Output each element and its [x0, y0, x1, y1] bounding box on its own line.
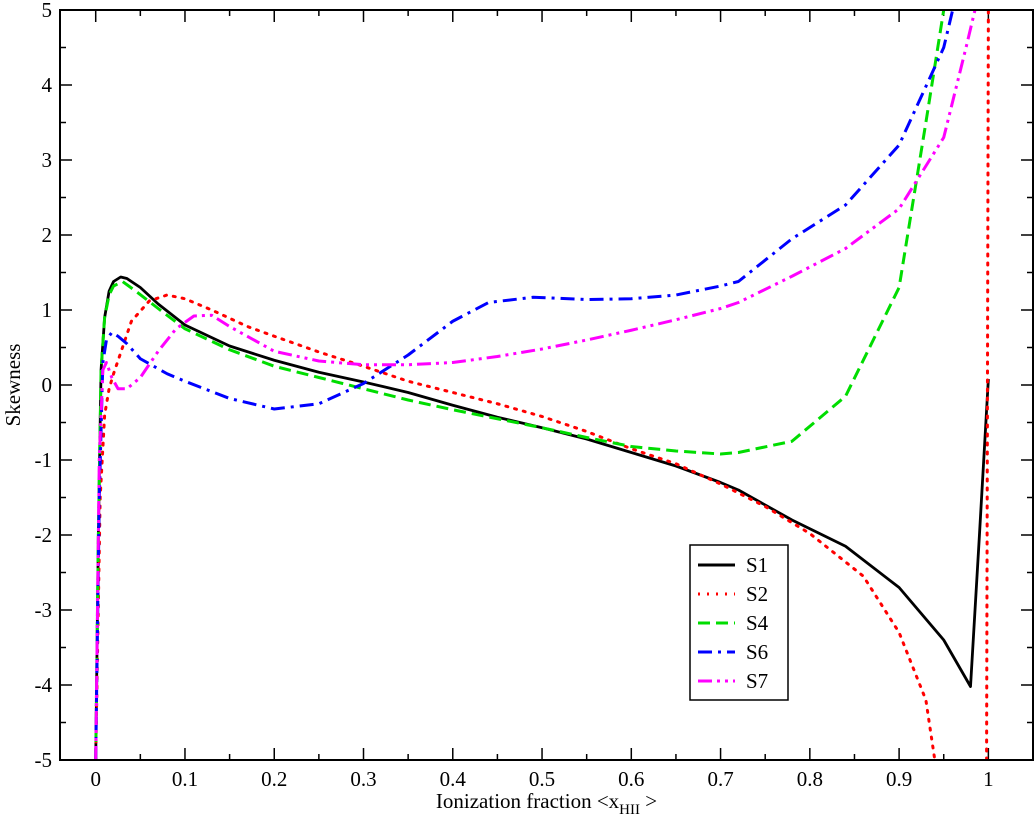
y-tick-label: -1 [35, 448, 53, 472]
legend-label-s7: S7 [746, 669, 768, 693]
x-tick-label: 0.1 [172, 767, 198, 791]
series-line-s2 [985, 10, 990, 760]
legend-label-s1: S1 [746, 553, 768, 577]
x-tick-label: 0.7 [707, 767, 733, 791]
x-tick-label: 0.4 [440, 767, 467, 791]
series-line-s4 [94, 10, 946, 760]
x-tick-label: 0.3 [350, 767, 376, 791]
series-line-s6 [94, 10, 955, 760]
x-axis-title: Ionization fraction <xHII > [436, 789, 657, 818]
x-tick-label: 0.2 [261, 767, 287, 791]
y-tick-label: -3 [35, 598, 53, 622]
x-tick-label: 1 [983, 767, 994, 791]
legend-box [689, 544, 789, 701]
y-tick-label: 3 [42, 148, 53, 172]
series-line-s1 [94, 275, 990, 760]
legend-label-s2: S2 [746, 582, 768, 606]
series-line-s2 [94, 293, 937, 760]
y-tick-label: 1 [42, 298, 53, 322]
y-tick-label: -5 [35, 748, 53, 772]
y-tick-label: -4 [35, 673, 53, 697]
x-axis-title-main: Ionization fraction <x [436, 789, 620, 813]
x-tick-label: 0.6 [618, 767, 644, 791]
x-tick-label: 0.5 [529, 767, 555, 791]
y-tick-label: -2 [35, 523, 53, 547]
tick-labels: 0 0.1 0.2 0.3 0.4 0.5 0.6 0.7 0.8 0.9 1 -5 -4 -3 -2 -1 0… [35, 0, 994, 791]
x-tick-label: 0.8 [797, 767, 823, 791]
axis-ticks [60, 9, 1034, 761]
y-tick-label: 4 [42, 73, 53, 97]
y-axis-title: Skewness [1, 344, 25, 427]
y-tick-label: 2 [42, 223, 53, 247]
legend-label-s6: S6 [746, 640, 768, 664]
plot-frame [59, 9, 1034, 761]
x-axis-title-suffix: > [640, 789, 657, 813]
series-line-s7 [94, 10, 977, 760]
x-axis-title-subscript: HII [619, 802, 640, 818]
y-tick-label: 5 [42, 0, 53, 22]
x-tick-label: 0 [90, 767, 101, 791]
x-tick-label: 0.9 [886, 767, 912, 791]
legend: S1 S2 S4 S6 S7 [689, 544, 789, 701]
y-tick-label: 0 [42, 373, 53, 397]
plot-area [94, 10, 990, 760]
legend-label-s4: S4 [746, 611, 769, 635]
